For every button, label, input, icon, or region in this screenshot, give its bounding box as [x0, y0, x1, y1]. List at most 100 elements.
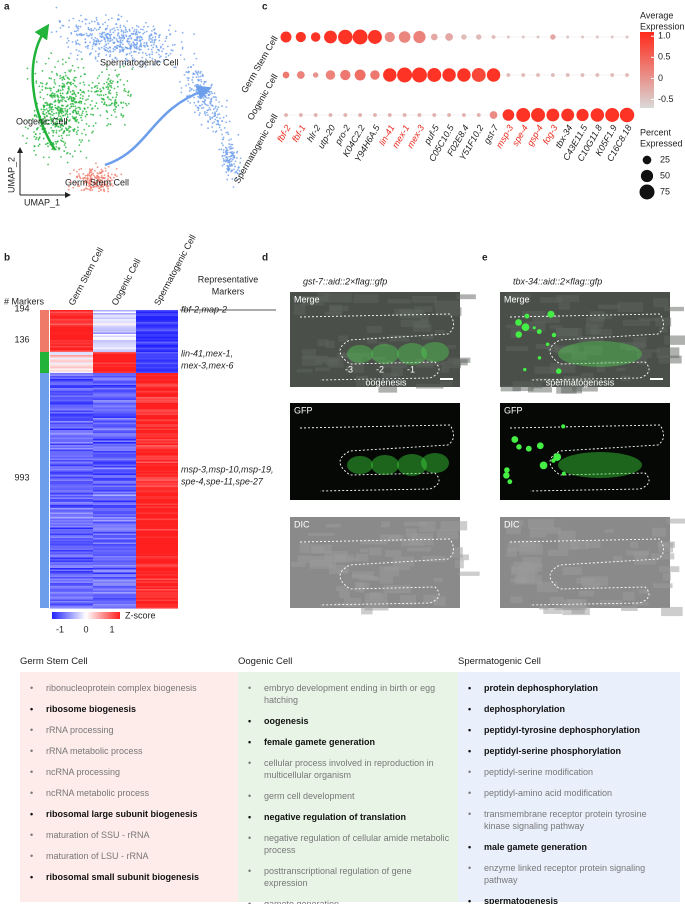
texture — [578, 590, 595, 597]
umap-point — [96, 84, 99, 87]
heatmap-row — [93, 448, 136, 450]
heatmap-row — [136, 464, 178, 467]
umap-point — [85, 18, 88, 21]
umap-point — [64, 114, 67, 116]
umap-point — [85, 184, 88, 187]
heatmap-row — [50, 436, 93, 438]
dot — [595, 35, 599, 39]
heatmap-row — [136, 433, 178, 435]
umap-point — [107, 172, 110, 175]
umap-point — [97, 55, 100, 58]
umap-point — [152, 46, 155, 49]
umap-point — [207, 120, 209, 123]
umap-point — [74, 105, 77, 108]
umap-point — [40, 108, 43, 111]
umap-point — [230, 155, 233, 157]
texture — [383, 584, 411, 594]
heatmap-row — [50, 532, 93, 534]
heatmap-row — [136, 343, 178, 345]
umap-point — [76, 176, 79, 179]
umap-point — [71, 96, 73, 99]
heatmap-row — [50, 437, 93, 440]
umap-point — [223, 154, 226, 157]
umap-point — [26, 67, 29, 70]
umap-point — [105, 54, 108, 56]
umap-point — [187, 70, 190, 73]
texture — [381, 360, 408, 368]
heatmap-row — [50, 341, 93, 344]
heatmap-row — [93, 323, 136, 326]
heatmap-row — [50, 377, 93, 380]
z-tick: 0 — [83, 624, 88, 634]
umap-point — [84, 18, 87, 21]
umap-point — [93, 180, 96, 183]
heatmap-row — [136, 523, 178, 525]
heatmap-row — [50, 535, 93, 537]
heatmap-row — [50, 602, 93, 605]
umap-point — [93, 185, 96, 188]
heatmap-row — [136, 478, 178, 480]
umap-point — [227, 174, 230, 177]
dot — [619, 107, 635, 123]
umap-point — [204, 114, 207, 117]
bullet: • — [30, 767, 34, 777]
umap-point — [88, 22, 91, 25]
umap-point — [96, 77, 99, 79]
gfp-puncta — [537, 356, 542, 360]
umap-point — [122, 25, 125, 27]
heatmap-row — [93, 605, 136, 608]
umap-point — [89, 189, 92, 192]
heatmap-row — [93, 446, 136, 449]
umap-point — [59, 20, 61, 23]
umap-point — [207, 93, 210, 96]
umap-point — [48, 109, 51, 112]
heatmap-row — [136, 352, 178, 354]
gfp-puncta — [539, 461, 548, 470]
umap-point — [110, 183, 113, 185]
axis-label: UMAP_2 — [6, 157, 16, 193]
umap-point — [109, 35, 112, 38]
heatmap-row — [93, 407, 136, 410]
umap-point — [89, 180, 91, 182]
umap-point — [35, 116, 38, 118]
texture — [440, 521, 468, 531]
heatmap-row — [50, 413, 93, 416]
umap-point — [61, 140, 63, 143]
umap-point — [69, 91, 72, 93]
umap-point — [86, 47, 89, 50]
dot — [550, 73, 555, 77]
umap-point — [105, 64, 108, 66]
umap-point — [99, 114, 102, 117]
heatmap-row — [93, 530, 136, 533]
texture — [364, 600, 389, 611]
heatmap-row — [93, 422, 136, 425]
heatmap-row — [93, 589, 136, 591]
umap-point — [215, 123, 218, 126]
umap-point — [108, 34, 111, 37]
umap-point — [94, 50, 97, 53]
umap-point — [66, 118, 68, 121]
heatmap-row — [50, 460, 93, 462]
stage-mark: -1 — [407, 364, 415, 374]
umap-point — [113, 87, 116, 90]
umap-point — [60, 129, 63, 131]
umap-point — [113, 36, 115, 39]
umap-point — [100, 46, 103, 49]
texture — [652, 583, 673, 589]
umap-point — [87, 95, 90, 97]
umap-point — [119, 24, 122, 27]
umap-point — [209, 108, 212, 111]
umap-point — [139, 40, 141, 43]
umap-point — [62, 140, 65, 143]
bullet: • — [468, 767, 472, 777]
go-term: • gamete generation — [246, 898, 450, 904]
umap-point — [46, 142, 49, 145]
umap-point — [35, 80, 38, 83]
heatmap-row — [136, 485, 178, 488]
texture — [384, 566, 410, 571]
umap-point — [217, 123, 219, 125]
umap-point — [107, 123, 110, 125]
umap-point — [58, 135, 60, 138]
umap-point — [122, 31, 125, 34]
heatmap-row — [93, 395, 136, 398]
